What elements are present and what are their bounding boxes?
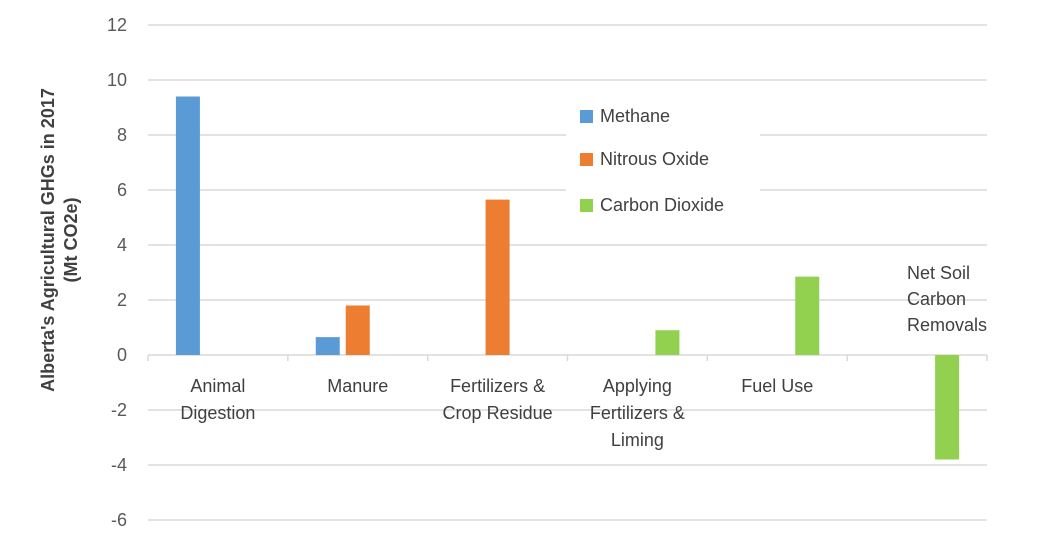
bar-carbon-dioxide (655, 330, 680, 355)
bar-nitrous-oxide (485, 199, 510, 355)
x-category-label: Animal (190, 376, 245, 396)
gridlines (148, 24, 987, 521)
x-category-label: Manure (327, 376, 388, 396)
annotation-net-soil-carbon-removals: Net Soil (907, 263, 970, 283)
y-tick-label: 12 (107, 15, 127, 35)
y-tick-label: 2 (117, 290, 127, 310)
legend-swatch-methane (580, 109, 593, 123)
y-tick-label: -2 (111, 400, 127, 420)
legend-swatch-carbon-dioxide (580, 198, 593, 212)
y-tick-label: 0 (117, 345, 127, 365)
y-axis-ticks: 12 10 8 6 4 2 0 -2 -4 -6 (107, 15, 127, 530)
legend-item-carbon-dioxide: Carbon Dioxide (580, 193, 724, 217)
x-axis-labels: Animal Digestion Manure Fertilizers & Crop R… (180, 376, 813, 450)
legend: Methane Nitrous Oxide Carbon Dioxide (566, 100, 760, 226)
x-category-label: Crop Residue (443, 403, 553, 423)
bar-nitrous-oxide (345, 305, 370, 355)
y-tick-label: 4 (117, 235, 127, 255)
y-tick-label: 8 (117, 125, 127, 145)
bar-methane (315, 337, 340, 355)
legend-label: Methane (600, 105, 671, 126)
x-category-label: Fuel Use (741, 376, 813, 396)
y-axis-title: Alberta's Agricultural GHGs in 2017 (Mt C… (38, 88, 81, 392)
legend-label: Nitrous Oxide (600, 148, 710, 169)
x-category-label: Fertilizers & (590, 403, 685, 423)
y-tick-label: 6 (117, 180, 127, 200)
legend-item-nitrous-oxide: Nitrous Oxide (580, 147, 709, 171)
x-category-label: Digestion (180, 403, 255, 423)
legend-swatch-nitrous-oxide (580, 152, 593, 166)
x-axis (147, 354, 988, 361)
y-tick-label: 10 (107, 70, 127, 90)
y-axis-title-line: (Mt CO2e) (61, 197, 81, 282)
legend-item-methane: Methane (580, 104, 670, 128)
bar-carbon-dioxide (935, 355, 960, 460)
x-category-label: Fertilizers & (450, 376, 545, 396)
annotations: Net Soil Carbon Removals (907, 263, 987, 335)
y-axis-title-line: Alberta's Agricultural GHGs in 2017 (38, 88, 58, 392)
annotation-net-soil-carbon-removals: Carbon (907, 289, 966, 309)
y-tick-label: -4 (111, 455, 127, 475)
x-category-label: Liming (611, 430, 664, 450)
annotation-net-soil-carbon-removals: Removals (907, 315, 987, 335)
y-tick-label: -6 (111, 510, 127, 530)
bar-methane (175, 96, 200, 355)
bar-carbon-dioxide (795, 276, 820, 355)
legend-label: Carbon Dioxide (600, 194, 725, 215)
x-category-label: Applying (603, 376, 672, 396)
bars (175, 96, 960, 460)
